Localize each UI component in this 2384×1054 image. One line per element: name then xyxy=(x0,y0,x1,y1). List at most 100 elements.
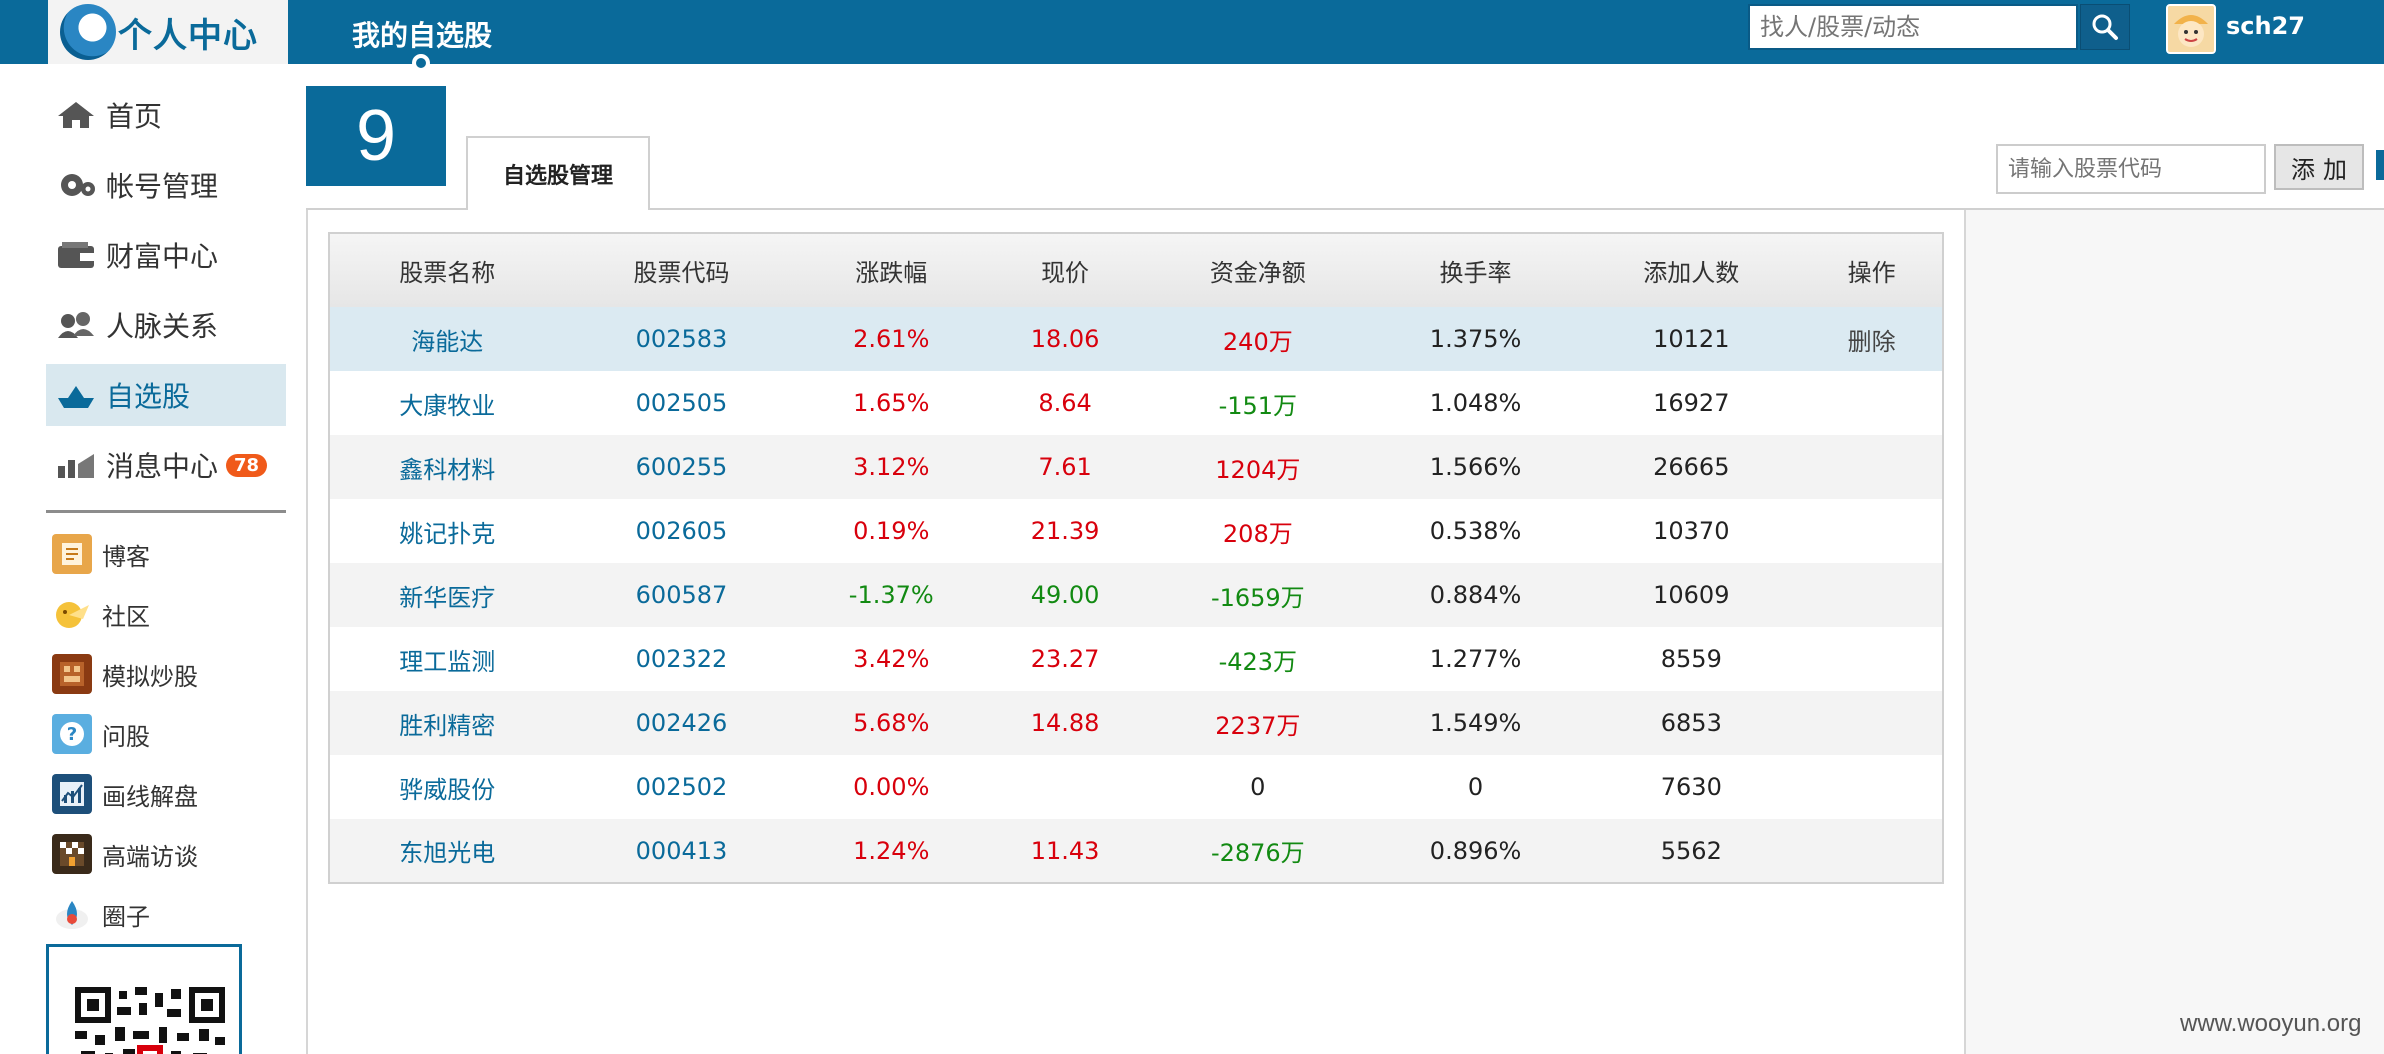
top-bar: 个人中心 我的自选股 sch27 xyxy=(0,0,2384,72)
stock-name-link[interactable]: 胜利精密 xyxy=(399,711,496,740)
people-icon xyxy=(54,307,98,343)
table-row[interactable]: 骅威股份 002502 0.00% 0 0 7630 xyxy=(329,755,1943,819)
turnover-cell: 1.375% xyxy=(1429,325,1522,353)
table-row[interactable]: 鑫科材料 600255 3.12% 7.61 1204万 1.566% 2666… xyxy=(329,435,1943,499)
stock-code-link[interactable]: 002505 xyxy=(635,389,728,417)
sidebar-item-draw[interactable]: 画线解盘 xyxy=(52,764,286,824)
chart-icon xyxy=(54,447,98,483)
price-cell: 21.39 xyxy=(1030,517,1100,545)
table-header-row: 股票名称 股票代码 涨跌幅 现价 资金净额 换手率 添加人数 操作 xyxy=(329,233,1943,307)
follower-count-cell: 26665 xyxy=(1653,453,1730,481)
column-header: 现价 xyxy=(984,233,1146,307)
column-header: 股票名称 xyxy=(329,233,565,307)
sidebar-item-watchlist[interactable]: 自选股 xyxy=(46,364,286,426)
sidebar-item-label: 财富中心 xyxy=(106,240,219,273)
stock-code-link[interactable]: 000413 xyxy=(635,836,728,865)
sidebar-item-blog[interactable]: 博客 xyxy=(52,524,286,584)
sidebar-item-messages[interactable]: 消息中心 78 xyxy=(46,434,286,496)
svg-text:?: ? xyxy=(67,724,77,745)
circle-icon xyxy=(52,894,92,934)
search-input[interactable] xyxy=(1748,4,2078,50)
simulate-icon xyxy=(52,654,92,694)
follower-count-cell: 7630 xyxy=(1660,773,1722,801)
wallet-icon xyxy=(54,237,98,273)
follower-count-cell: 8559 xyxy=(1660,645,1722,673)
net-flow-cell: -151万 xyxy=(1218,391,1298,420)
right-panel xyxy=(1966,210,2384,1054)
column-header: 涨跌幅 xyxy=(798,233,985,307)
table-row[interactable]: 海能达 002583 2.61% 18.06 240万 1.375% 10121… xyxy=(329,307,1943,371)
stock-name-link[interactable]: 理工监测 xyxy=(399,647,496,676)
follower-count-cell: 16927 xyxy=(1653,389,1730,417)
change-cell: 5.68% xyxy=(853,709,930,737)
nav-active-indicator xyxy=(412,54,430,72)
turnover-cell: 1.048% xyxy=(1429,389,1522,417)
turnover-cell: 0 xyxy=(1467,773,1484,801)
price-cell: 49.00 xyxy=(1030,581,1100,609)
sidebar-item-label: 圈子 xyxy=(102,902,150,931)
operation-cell xyxy=(1801,691,1943,755)
stock-code-link[interactable]: 002605 xyxy=(635,517,728,545)
logo[interactable]: 个人中心 xyxy=(48,0,288,64)
add-button[interactable]: 添加 xyxy=(2274,144,2364,190)
sidebar-item-contacts[interactable]: 人脉关系 xyxy=(46,294,286,356)
sidebar-item-label: 自选股 xyxy=(106,380,191,413)
sidebar-item-wealth[interactable]: 财富中心 xyxy=(46,224,286,286)
draw-icon xyxy=(52,774,92,814)
stock-name-link[interactable]: 新华医疗 xyxy=(399,583,496,612)
stock-code-link[interactable]: 002426 xyxy=(635,709,728,737)
nav-my-stocks[interactable]: 我的自选股 xyxy=(352,19,493,52)
follower-count-cell: 10609 xyxy=(1653,581,1730,609)
search-button[interactable] xyxy=(2080,4,2130,50)
net-flow-cell: 240万 xyxy=(1222,327,1293,356)
stock-name-link[interactable]: 海能达 xyxy=(411,327,484,356)
operation-cell xyxy=(1801,627,1943,691)
table-row[interactable]: 胜利精密 002426 5.68% 14.88 2237万 1.549% 685… xyxy=(329,691,1943,755)
stock-name-link[interactable]: 骅威股份 xyxy=(399,775,496,804)
avatar[interactable] xyxy=(2166,4,2216,54)
stock-code-link[interactable]: 600255 xyxy=(635,453,728,481)
stock-name-link[interactable]: 大康牧业 xyxy=(399,391,496,420)
qr-code-icon xyxy=(75,987,225,1054)
stock-code-input[interactable] xyxy=(1996,144,2266,194)
sidebar-item-label: 问股 xyxy=(102,722,150,751)
sidebar-sub: 博客 社区 模拟炒股 ? 问股 画线解盘 高端访谈 圈子 xyxy=(52,524,286,944)
delete-button[interactable]: 删除 xyxy=(1847,327,1896,356)
sidebar-item-home[interactable]: 首页 xyxy=(46,84,286,146)
sidebar-item-community[interactable]: 社区 xyxy=(52,584,286,644)
sidebar-item-label: 消息中心 xyxy=(106,450,219,483)
boat-icon xyxy=(54,377,98,413)
username[interactable]: sch27 xyxy=(2226,12,2305,40)
right-edge-link[interactable] xyxy=(2376,150,2384,180)
table-row[interactable]: 理工监测 002322 3.42% 23.27 -423万 1.277% 855… xyxy=(329,627,1943,691)
stock-code-link[interactable]: 002502 xyxy=(635,773,728,801)
follower-count-cell: 10370 xyxy=(1653,517,1730,545)
stock-code-link[interactable]: 600587 xyxy=(635,581,728,609)
sidebar-item-label: 高端访谈 xyxy=(102,842,198,871)
stock-name-link[interactable]: 姚记扑克 xyxy=(399,519,496,548)
table-row[interactable]: 东旭光电 000413 1.24% 11.43 -2876万 0.896% 55… xyxy=(329,819,1943,883)
stock-name-link[interactable]: 东旭光电 xyxy=(399,839,496,867)
stock-code-link[interactable]: 002322 xyxy=(635,645,728,673)
interview-icon xyxy=(52,834,92,874)
follower-count-cell: 6853 xyxy=(1660,709,1722,737)
sidebar-divider xyxy=(46,510,286,513)
stock-table: 股票名称 股票代码 涨跌幅 现价 资金净额 换手率 添加人数 操作 海能达 00… xyxy=(328,232,1944,884)
table-row[interactable]: 大康牧业 002505 1.65% 8.64 -151万 1.048% 1692… xyxy=(329,371,1943,435)
sidebar-item-interview[interactable]: 高端访谈 xyxy=(52,824,286,884)
change-cell: 0.19% xyxy=(853,517,930,545)
sidebar-item-account[interactable]: 帐号管理 xyxy=(46,154,286,216)
net-flow-cell: 208万 xyxy=(1222,519,1293,548)
table-row[interactable]: 姚记扑克 002605 0.19% 21.39 208万 0.538% 1037… xyxy=(329,499,1943,563)
stock-code-link[interactable]: 002583 xyxy=(635,325,728,353)
sidebar-item-label: 人脉关系 xyxy=(106,310,219,343)
operation-cell xyxy=(1801,371,1943,435)
operation-cell xyxy=(1801,819,1943,883)
table-row[interactable]: 新华医疗 600587 -1.37% 49.00 -1659万 0.884% 1… xyxy=(329,563,1943,627)
sidebar-item-ask[interactable]: ? 问股 xyxy=(52,704,286,764)
sidebar-item-simulate[interactable]: 模拟炒股 xyxy=(52,644,286,704)
tab-watchlist-manage[interactable]: 自选股管理 xyxy=(466,136,650,210)
stock-name-link[interactable]: 鑫科材料 xyxy=(399,455,496,484)
follower-count-cell: 10121 xyxy=(1653,325,1730,353)
sidebar-item-circle[interactable]: 圈子 xyxy=(52,884,286,944)
